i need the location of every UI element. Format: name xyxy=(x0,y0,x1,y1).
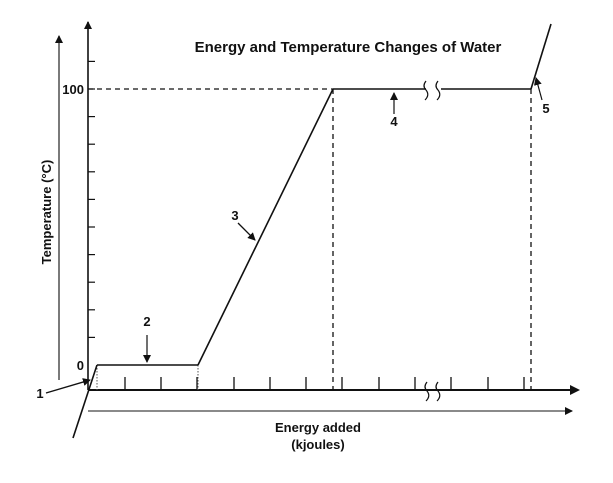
segment-label-1: 1 xyxy=(36,386,43,401)
plateau-break-mark xyxy=(423,80,429,101)
x-axis-break-mark xyxy=(435,381,441,402)
segment-5-line xyxy=(530,23,552,90)
x-axis-break-mark xyxy=(424,381,430,402)
x-axis-unit: (kjoules) xyxy=(291,437,344,452)
pointer-arrow-1 xyxy=(45,378,91,394)
plateau-break-mark xyxy=(435,80,441,101)
segment-label-4: 4 xyxy=(390,114,398,129)
segment-1-line xyxy=(72,364,98,439)
y-axis-label: Temperature (°C) xyxy=(39,160,54,265)
segment-label-2: 2 xyxy=(143,314,150,329)
segment-label-5: 5 xyxy=(542,101,549,116)
x-axis-label: Energy added xyxy=(275,420,361,435)
pointer-arrow-5 xyxy=(533,77,543,101)
segment-3-line xyxy=(197,88,334,366)
chart-title: Energy and Temperature Changes of Water xyxy=(195,39,502,56)
pointer-arrow-3 xyxy=(237,222,256,241)
segment-label-3: 3 xyxy=(231,208,238,223)
x-ticks xyxy=(124,377,525,390)
y-tick-label-100: 100 xyxy=(62,82,84,97)
y-tick-label-0: 0 xyxy=(77,358,84,373)
y-ticks xyxy=(88,60,95,338)
